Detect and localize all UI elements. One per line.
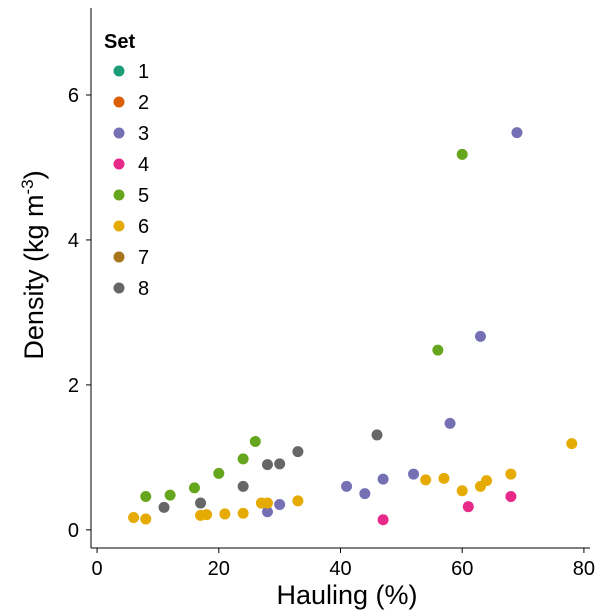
point-set-3-7	[474, 330, 486, 342]
x-tick-label-4: 80	[573, 558, 595, 580]
x-axis-title: Hauling (%)	[276, 580, 417, 610]
point-set-6-11	[456, 485, 468, 497]
legend-swatch-8	[113, 282, 125, 294]
point-set-8-6	[371, 429, 383, 441]
legend-label-6: 6	[138, 216, 149, 238]
legend-label-4: 4	[138, 154, 149, 176]
legend-label-3: 3	[138, 123, 149, 145]
y-tick-label-0: 0	[68, 520, 79, 542]
y-axis-title-superscript: -3	[18, 179, 37, 194]
point-set-6-5	[237, 507, 249, 519]
point-set-5-2	[188, 482, 200, 494]
point-set-8-5	[292, 446, 304, 458]
legend-label-7: 7	[138, 247, 149, 269]
point-set-8-4	[274, 458, 286, 470]
point-set-3-5	[408, 468, 420, 480]
point-set-6-15	[566, 438, 578, 450]
point-set-4-1	[462, 501, 474, 513]
legend-swatch-4	[113, 158, 125, 170]
point-set-6-0	[128, 512, 140, 524]
point-set-5-0	[140, 491, 152, 503]
legend-swatch-6	[113, 220, 125, 232]
legend-label-2: 2	[138, 92, 149, 114]
legend-swatch-7	[113, 251, 125, 263]
point-set-8-3	[261, 459, 273, 471]
legend-items: 1 2 3 4 5 6 7 8	[113, 61, 149, 300]
point-set-5-3	[213, 467, 225, 479]
x-tick-label-2: 40	[329, 558, 351, 580]
point-set-3-0	[261, 506, 273, 518]
y-axis-title-main: Density (kg m	[19, 195, 49, 360]
point-set-6-3	[201, 509, 213, 521]
y-ticks: 0 2 4 6	[68, 85, 91, 542]
point-set-8-0	[158, 501, 170, 513]
legend-swatch-1	[113, 65, 125, 77]
legend-swatch-3	[113, 127, 125, 139]
y-tick-label-2: 4	[68, 230, 79, 252]
point-set-3-1	[274, 499, 286, 511]
point-set-6-13	[481, 475, 493, 487]
point-set-5-6	[432, 344, 444, 356]
point-set-4-2	[505, 491, 517, 503]
point-set-6-8	[292, 495, 304, 507]
point-set-4-0	[377, 514, 389, 526]
legend-swatch-5	[113, 189, 125, 201]
point-set-8-1	[195, 497, 207, 509]
x-tick-label-1: 20	[208, 558, 230, 580]
legend-label-5: 5	[138, 185, 149, 207]
point-set-5-1	[164, 489, 176, 501]
x-tick-label-0: 0	[92, 558, 103, 580]
legend: Set 1 2 3 4 5 6 7 8	[104, 31, 149, 300]
data-points	[128, 127, 578, 526]
point-set-3-3	[359, 488, 371, 500]
point-set-3-6	[444, 417, 456, 429]
y-axis-title-close: )	[19, 170, 49, 179]
point-set-6-4	[219, 508, 231, 520]
y-tick-label-1: 2	[68, 375, 79, 397]
point-set-6-10	[438, 472, 450, 484]
y-tick-label-3: 6	[68, 85, 79, 107]
x-tick-label-3: 60	[451, 558, 473, 580]
point-set-3-2	[341, 480, 353, 492]
point-set-8-2	[237, 480, 249, 492]
point-set-6-14	[505, 468, 517, 480]
point-set-5-7	[456, 148, 468, 160]
x-ticks: 0 20 40 60 80	[92, 548, 595, 580]
axes	[90, 8, 590, 549]
y-axis-title: Density (kg m-3)	[18, 170, 49, 359]
point-set-6-7	[261, 497, 273, 509]
point-set-5-4	[237, 453, 249, 465]
legend-label-1: 1	[138, 61, 149, 83]
point-set-6-1	[140, 513, 152, 525]
point-set-3-8	[511, 127, 523, 139]
point-set-5-5	[249, 435, 261, 447]
legend-title: Set	[104, 31, 135, 53]
legend-swatch-2	[113, 96, 125, 108]
point-set-6-9	[420, 474, 432, 486]
point-set-3-4	[377, 473, 389, 485]
legend-label-8: 8	[138, 278, 149, 300]
